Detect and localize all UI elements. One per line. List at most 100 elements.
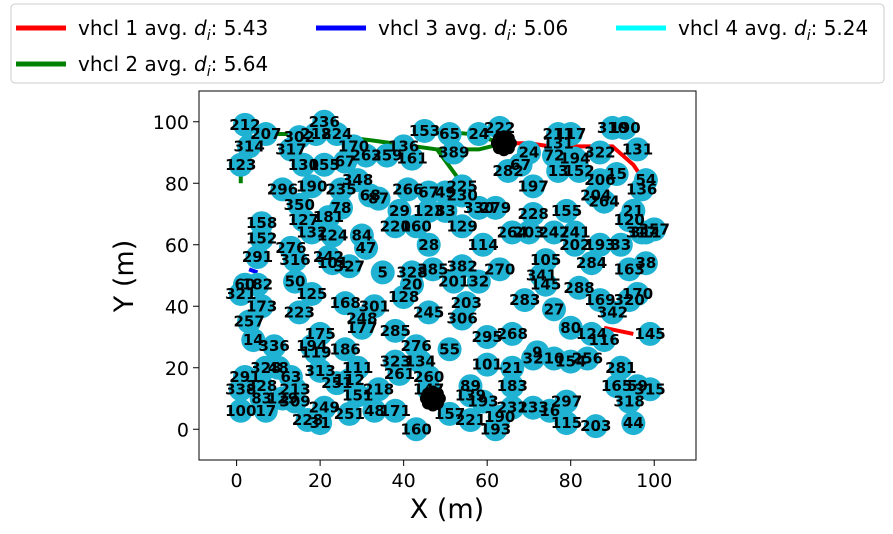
- node-label: 155: [551, 202, 582, 220]
- node-marker: [241, 328, 266, 353]
- node-label: 336: [259, 337, 290, 355]
- node-label: 291: [229, 368, 260, 386]
- node-label: 124: [317, 227, 348, 245]
- node-label: 270: [484, 260, 515, 278]
- node-label: 260: [413, 368, 444, 386]
- node-marker: [237, 309, 262, 334]
- node-label: 72: [544, 147, 565, 165]
- node-marker: [370, 260, 395, 285]
- node-marker: [400, 146, 424, 171]
- node-label: 83: [251, 390, 272, 408]
- route-line-5: [248, 267, 259, 275]
- node-marker: [466, 195, 491, 220]
- node-label: 24: [519, 144, 540, 162]
- node-label: 193: [584, 236, 615, 254]
- node-marker: [450, 183, 475, 208]
- node-label: 151: [342, 386, 373, 404]
- node-label: 125: [296, 285, 327, 303]
- node-label: 306: [446, 310, 477, 328]
- node-marker: [562, 232, 587, 257]
- node-label: 194: [559, 150, 590, 168]
- legend-entry: vhcl 1 avg. di: 5.43: [78, 16, 268, 44]
- node-marker: [308, 358, 333, 383]
- route-line-1: [603, 325, 634, 336]
- node-marker: [587, 232, 612, 257]
- node-marker: [433, 198, 458, 223]
- node-label: 157: [434, 405, 465, 423]
- node-label: 350: [284, 196, 315, 214]
- node-marker: [299, 220, 324, 245]
- node-marker: [312, 152, 337, 177]
- node-marker: [337, 254, 362, 279]
- node-label: 190: [484, 408, 515, 426]
- node-label: 193: [480, 420, 511, 438]
- node-label: 67: [335, 153, 356, 171]
- node-marker: [471, 232, 495, 257]
- node-label: 242: [313, 248, 344, 266]
- node-label: 175: [304, 325, 335, 343]
- node-label: 33: [610, 236, 631, 254]
- node-label: 323: [380, 353, 411, 371]
- node-label: 245: [413, 303, 444, 321]
- node-label: 133: [517, 399, 548, 417]
- node-label: 123: [413, 202, 444, 220]
- node-marker: [546, 158, 571, 183]
- node-label: 220: [380, 217, 411, 235]
- node-label: 15: [606, 165, 627, 183]
- node-label: 10: [544, 350, 565, 368]
- node-marker: [337, 401, 362, 426]
- legend: vhcl 1 avg. di: 5.43 vhcl 2 avg. di: 5.64…: [10, 3, 885, 84]
- node-marker: [354, 143, 379, 168]
- node-label: 228: [517, 205, 548, 223]
- node-marker: [592, 328, 617, 353]
- node-label: 201: [438, 273, 469, 291]
- node-marker: [483, 417, 508, 442]
- x-axis-label: X (m): [410, 494, 484, 525]
- node-label: 83: [435, 202, 456, 220]
- node-label: 317: [626, 223, 657, 241]
- node-label: 131: [622, 140, 653, 158]
- node-label: 218: [363, 380, 394, 398]
- node-marker: [383, 398, 408, 423]
- node-marker: [579, 251, 604, 276]
- node-label: 330: [463, 199, 494, 217]
- node-marker: [283, 389, 308, 414]
- node-label: 21: [502, 359, 523, 377]
- node-label: 285: [380, 322, 411, 340]
- node-marker: [512, 288, 537, 313]
- node-label: 328: [396, 263, 427, 281]
- node-label: 221: [455, 411, 486, 429]
- node-marker: [416, 232, 441, 257]
- node-marker: [638, 321, 663, 346]
- node-label: 177: [346, 319, 377, 337]
- y-tick-label: 80: [165, 173, 189, 195]
- node-marker: [253, 398, 278, 423]
- node-marker: [404, 417, 429, 442]
- node-marker: [500, 321, 525, 346]
- node-label: 224: [321, 125, 352, 143]
- x-tick-label: 40: [392, 470, 416, 492]
- node-label: 123: [225, 156, 256, 174]
- node-marker: [558, 315, 583, 340]
- node-marker: [521, 174, 546, 199]
- node-label: 153: [409, 122, 440, 140]
- node-label: 165: [601, 377, 632, 395]
- node-label: 301: [359, 297, 390, 315]
- node-label: 223: [284, 303, 315, 321]
- node-label: 318: [614, 393, 645, 411]
- node-marker: [345, 383, 370, 408]
- node-label: 50: [285, 273, 306, 291]
- node-marker: [262, 334, 287, 359]
- node-label: 218: [300, 125, 331, 143]
- y-tick-label: 100: [153, 112, 189, 134]
- node-label: 212: [229, 116, 260, 134]
- node-label: 131: [543, 134, 574, 152]
- node-marker: [638, 377, 663, 402]
- x-tick-label: 0: [231, 470, 243, 492]
- node-marker: [516, 220, 541, 245]
- node-marker: [600, 300, 625, 325]
- node-marker: [558, 349, 583, 374]
- node-label: 152: [246, 230, 277, 248]
- legend-entry: vhcl 3 avg. di: 5.06: [378, 16, 568, 44]
- node-marker: [617, 288, 642, 313]
